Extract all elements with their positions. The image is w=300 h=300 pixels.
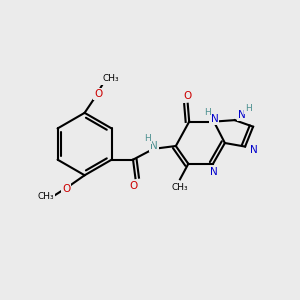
Text: N: N (250, 145, 257, 154)
Text: CH₃: CH₃ (172, 183, 188, 192)
Text: H: H (204, 108, 211, 117)
Text: H: H (145, 134, 151, 143)
Text: H: H (245, 104, 251, 113)
Text: N: N (211, 114, 218, 124)
Text: O: O (62, 184, 70, 194)
Text: O: O (184, 92, 192, 101)
Text: O: O (130, 182, 138, 191)
Text: N: N (238, 110, 246, 120)
Text: O: O (94, 89, 103, 99)
Text: CH₃: CH₃ (38, 192, 54, 201)
Text: N: N (210, 167, 218, 177)
Text: N: N (150, 141, 158, 151)
Text: CH₃: CH₃ (102, 74, 119, 83)
